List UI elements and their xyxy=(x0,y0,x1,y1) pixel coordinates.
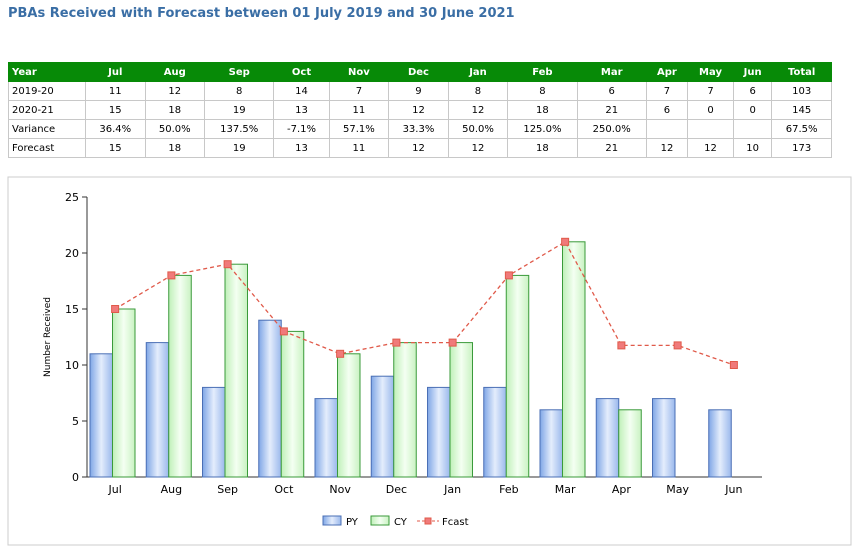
header-cell: May xyxy=(687,62,734,82)
bar xyxy=(145,342,170,478)
legend-swatch xyxy=(322,515,342,526)
x-tick-label: Jun xyxy=(724,483,742,496)
y-tick-label: 5 xyxy=(72,415,79,428)
bar xyxy=(393,342,417,478)
header-cell: Sep xyxy=(204,62,275,82)
table-row: 2019-20 11 12 8 14 7 9 8 8 6 7 7 6 103 xyxy=(8,81,832,101)
header-cell: Mar xyxy=(576,62,647,82)
x-tick-label: Mar xyxy=(555,483,576,496)
bar xyxy=(483,386,507,478)
bar xyxy=(168,274,192,478)
bar xyxy=(224,263,248,478)
bar xyxy=(337,353,361,478)
table-cell: 11 xyxy=(328,138,390,158)
forecast-marker xyxy=(617,341,626,350)
table-cell: 10 xyxy=(732,138,773,158)
bar xyxy=(427,386,451,478)
table-cell: 19 xyxy=(204,138,275,158)
x-tick-label: Aug xyxy=(161,483,182,496)
table-row: Forecast 15 18 19 13 11 12 12 18 21 12 12 10 173 xyxy=(8,138,832,158)
header-cell: Feb xyxy=(507,62,578,82)
forecast-marker xyxy=(111,305,120,313)
bar xyxy=(280,330,305,478)
legend-label: PY xyxy=(346,517,359,528)
x-tick-label: Feb xyxy=(499,483,518,496)
y-tick-label: 20 xyxy=(65,247,79,260)
forecast-marker xyxy=(392,338,401,347)
legend-swatch xyxy=(370,515,390,526)
forecast-marker xyxy=(561,237,570,246)
y-tick-label: 25 xyxy=(65,191,79,204)
table-cell: 173 xyxy=(771,138,832,158)
forecast-marker xyxy=(448,338,457,347)
header-cell: Year xyxy=(8,62,86,82)
legend-swatch xyxy=(424,517,432,525)
chart-frame xyxy=(7,176,852,546)
header-row: Year Jul Aug Sep Oct Nov Dec Jan Feb Mar Apr May Jun… xyxy=(8,62,832,82)
table-row: Variance 36.4% 50.0% 137.5% -7.1% 57.1% 33.3% 5… xyxy=(8,119,832,139)
x-tick-label: Apr xyxy=(612,483,632,496)
x-tick-label: Sep xyxy=(217,483,238,496)
x-tick-label: Jan xyxy=(443,483,461,496)
forecast-marker xyxy=(167,271,176,280)
bar xyxy=(112,308,136,478)
y-tick-label: 15 xyxy=(65,303,79,316)
table-cell: 21 xyxy=(576,138,647,158)
header-cell: Apr xyxy=(645,62,689,82)
bar xyxy=(89,353,113,478)
header-cell: Total xyxy=(771,62,832,82)
bar xyxy=(562,241,586,478)
bar xyxy=(449,342,473,478)
y-axis-label: Number Received xyxy=(43,297,53,377)
bar xyxy=(595,398,620,478)
bar xyxy=(618,409,642,478)
bar xyxy=(370,375,395,478)
legend-label: CY xyxy=(394,517,408,528)
x-tick-label: May xyxy=(666,483,689,496)
bar xyxy=(539,409,563,478)
x-tick-label: Dec xyxy=(386,483,407,496)
table-cell: Forecast xyxy=(8,138,86,158)
x-tick-label: Oct xyxy=(274,483,294,496)
header-cell: Oct xyxy=(273,62,330,82)
page-title: PBAs Received with Forecast between 01 J… xyxy=(8,6,515,21)
forecast-marker xyxy=(279,327,288,336)
bar xyxy=(314,398,338,478)
y-tick-label: 0 xyxy=(72,471,79,484)
forecast-marker xyxy=(729,361,738,369)
forecast-marker xyxy=(504,271,513,280)
bar xyxy=(202,386,226,478)
data-table: Year Jul Aug Sep Oct Nov Dec Jan Feb Mar Apr May Jun… xyxy=(8,62,832,158)
forecast-line xyxy=(114,240,735,366)
forecast-marker xyxy=(336,349,345,358)
table-cell: 12 xyxy=(645,138,689,158)
forecast-marker xyxy=(673,341,682,350)
bar xyxy=(505,274,530,478)
table-cell: 13 xyxy=(273,138,330,158)
header-cell: Jul xyxy=(85,62,146,82)
bar xyxy=(258,319,282,478)
x-tick-label: Jul xyxy=(107,483,121,496)
x-tick-label: Nov xyxy=(329,483,351,496)
forecast-marker xyxy=(223,260,232,269)
bar xyxy=(652,398,676,478)
bar xyxy=(708,409,732,478)
legend-label: Fcast xyxy=(442,517,469,528)
header-cell: Dec xyxy=(388,62,449,82)
y-tick-label: 10 xyxy=(65,359,79,372)
